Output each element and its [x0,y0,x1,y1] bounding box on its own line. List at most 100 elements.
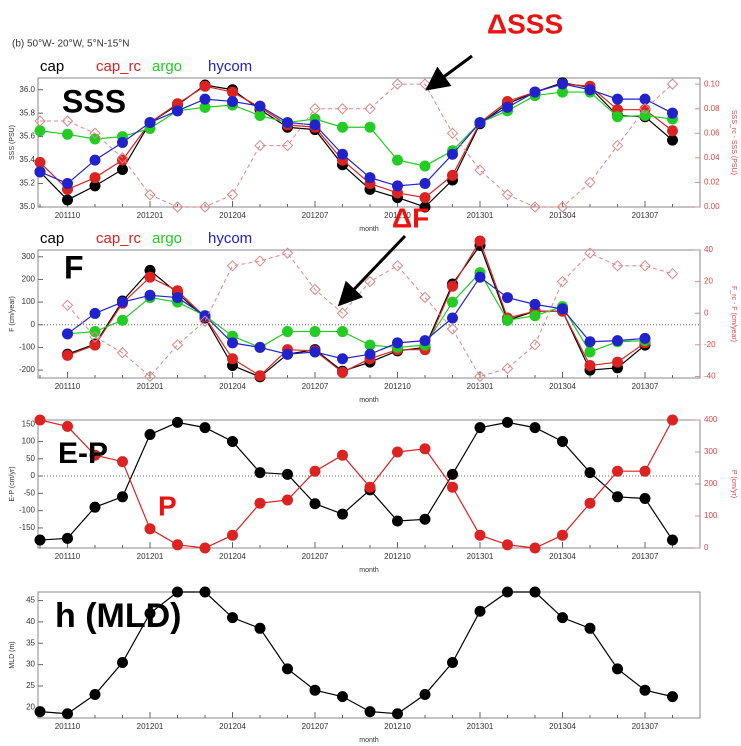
y-tick-label: 0 [31,320,36,329]
data-point [639,684,651,696]
plot-area [37,591,701,719]
data-point [557,78,568,90]
annotation: ΔF [392,202,429,233]
y-tick-label: 35.2 [19,179,35,188]
series-line [39,419,674,549]
data-point [309,684,321,696]
data-point [171,201,184,213]
y2-tick-label: 0.02 [704,178,720,187]
legend-entry: cap_rc [96,230,142,247]
y-tick-label: -200 [19,365,36,374]
data-point [612,491,623,503]
x-tick-label: 201210 [384,722,411,731]
data-point [62,194,73,206]
data-point [612,356,623,368]
data-point [391,260,404,272]
data-point [529,86,541,98]
data-point [117,296,128,308]
data-point [502,539,513,551]
x-tick-label: 201207 [302,722,329,731]
data-point [419,689,431,701]
x-tick-label: 201307 [632,552,659,561]
data-point [34,414,46,426]
data-point [254,139,266,152]
data-point [62,420,73,432]
x-tick-label: 201110 [55,382,81,391]
data-point [584,247,596,259]
data-point [667,134,678,146]
data-point [529,339,541,351]
y-tick-label: 100 [22,437,36,446]
y-tick-label: 35.8 [19,108,35,117]
legend-entry: argo [152,230,182,247]
data-point [502,314,513,326]
legend-entry: hycom [208,58,252,75]
data-point [172,105,183,117]
annotation: P [158,490,177,521]
x-tick-label: 201301 [467,552,494,561]
data-point [144,271,156,283]
y-tick-label: 150 [22,419,36,428]
data-point [254,467,266,479]
data-point [392,708,403,720]
data-point [667,414,678,426]
data-point [144,523,156,535]
plot-area [37,77,701,208]
x-tick-label: 201207 [302,552,329,561]
y-tick-label: 200 [22,275,36,284]
data-point [144,607,156,619]
data-point [227,529,238,541]
data-point [364,121,376,133]
x-tick-label: 201204 [219,552,246,561]
data-point [337,449,348,461]
data-point [199,201,211,213]
data-point [447,169,458,181]
data-point [117,154,128,166]
data-point [557,435,568,447]
data-point [116,347,129,359]
data-point [556,275,569,288]
data-point [172,292,183,304]
data-point [282,348,293,360]
x-tick-label: 201201 [137,382,164,391]
data-point [502,586,513,598]
data-point [117,163,128,175]
data-point [199,586,211,598]
x-tick-label: 201201 [137,552,164,561]
data-point [447,656,458,668]
y2-tick-label: -40 [704,372,716,381]
y2-tick-label: 40 [704,245,713,254]
data-point [667,107,678,119]
data-point [584,467,596,479]
data-point [199,422,211,434]
data-point [254,110,266,122]
data-point [172,416,183,428]
data-point [639,93,651,105]
y-tick-label: 50 [26,454,35,463]
data-point [89,339,101,351]
data-point [584,84,596,96]
data-point [34,534,46,546]
y2-tick-label: 100 [704,511,718,520]
x-tick-label: 201201 [137,722,164,731]
data-point [62,178,73,190]
data-point [419,335,431,347]
data-point [116,152,129,164]
y-tick-label: 0 [31,471,36,480]
data-point [419,201,431,213]
data-point [557,86,568,98]
data-point [117,491,128,503]
data-point [584,346,596,358]
data-point [666,78,679,90]
x-tick-label: 201207 [302,211,329,220]
y-tick-label: 25 [26,681,35,690]
data-point [667,534,678,546]
data-point [89,449,101,461]
data-point [227,612,238,624]
data-point [199,93,211,105]
data-point [447,280,458,292]
data-point [337,121,348,133]
x-axis-label: month [359,397,379,404]
data-point [612,335,623,347]
data-point [227,86,238,98]
